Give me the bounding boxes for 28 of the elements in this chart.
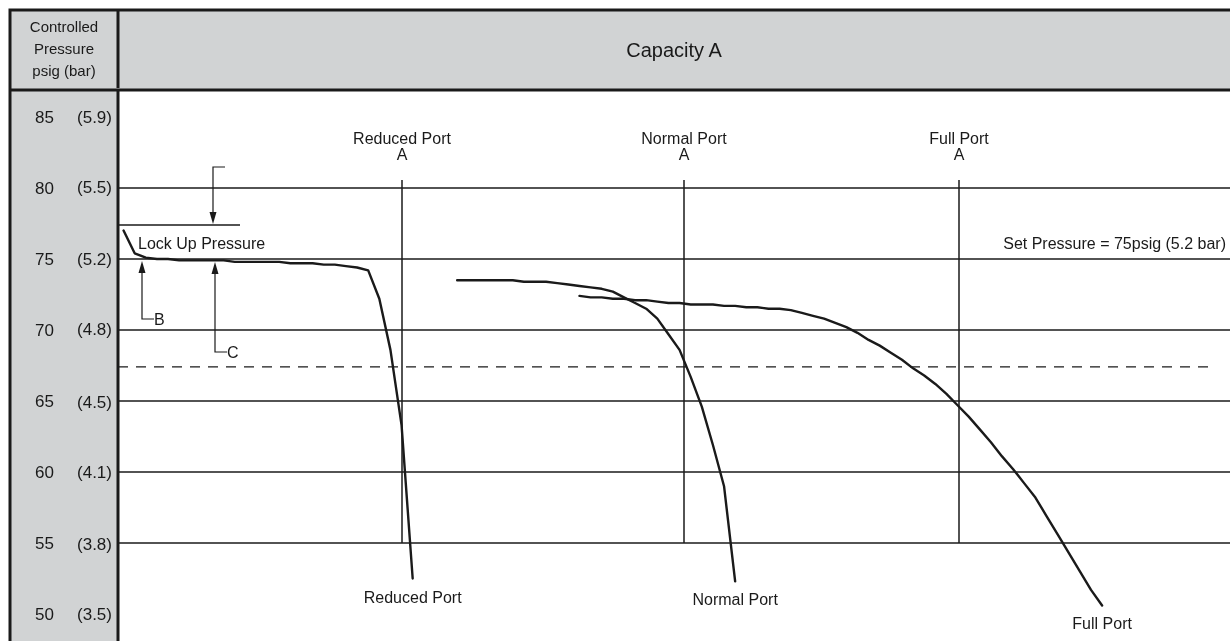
y2-tick-label: (5.5) [77, 177, 112, 197]
annotation: Reduced Port A [353, 129, 452, 163]
annotation: Set Pressure = 75psig (5.2 bar) [1003, 235, 1226, 252]
y-tick-label: 65 [35, 392, 54, 411]
annotation: Normal Port A [641, 129, 728, 163]
y2-tick-label: (5.2) [77, 250, 112, 270]
y2-tick-label: (5.9) [77, 107, 112, 127]
x-axis-title: Capacity A [626, 39, 723, 61]
y-axis-title: Controlled Pressure psig (bar) [29, 18, 99, 79]
annotation: B [154, 311, 165, 328]
y2-tick-label: (3.8) [77, 535, 112, 555]
y-tick-label: 50 [35, 605, 54, 625]
y-tick-label: 70 [35, 321, 54, 340]
y2-tick-label: (3.5) [77, 605, 112, 625]
annotation: Lock Up Pressure [138, 235, 266, 252]
y-tick-label: 85 [35, 107, 54, 127]
y2-tick-label: (4.5) [77, 392, 112, 412]
y-tick-label: 60 [35, 463, 54, 483]
y-tick-label: 55 [35, 534, 54, 554]
y-tick-label: 75 [35, 249, 54, 269]
annotation: C [227, 344, 239, 361]
series-label: Normal Port [692, 591, 779, 609]
annotation: Full Port A [929, 129, 990, 163]
y2-tick-label: (4.1) [77, 462, 112, 482]
y2-tick-label: (4.8) [77, 320, 112, 340]
series-label: Full Port [1072, 615, 1133, 633]
series-label: Reduced Port [363, 588, 463, 606]
y-tick-label: 80 [35, 178, 54, 198]
